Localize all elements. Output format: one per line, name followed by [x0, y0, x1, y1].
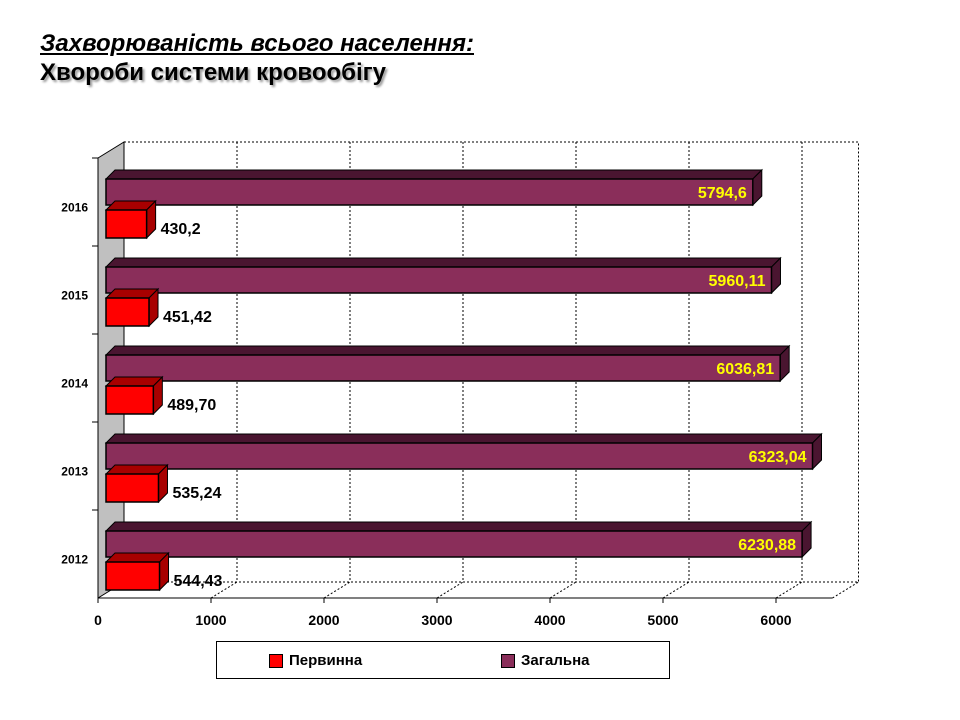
- x-tick-label-1000: 1000: [195, 612, 226, 628]
- floor-grid-line-5000: [662, 581, 690, 599]
- floor-grid-line-3000: [436, 581, 464, 599]
- legend-swatch-primary: [269, 653, 283, 668]
- x-tick-label-6000: 6000: [760, 612, 791, 628]
- data-label-primary-2016: 430,2: [161, 221, 201, 238]
- legend-label-primary: Первинна: [289, 652, 363, 669]
- bar-total-2016: [104, 168, 763, 207]
- floor-grid-line-1000: [210, 581, 238, 599]
- legend-item-total: Загальна: [501, 652, 589, 669]
- bar-primary-2012: [104, 551, 170, 592]
- x-tick-label-3000: 3000: [421, 612, 452, 628]
- bar-total-2013: [104, 432, 823, 471]
- data-label-total-2015: 5960,11: [709, 273, 766, 290]
- x-tick-label-5000: 5000: [647, 612, 678, 628]
- floor-right-edge: [832, 581, 859, 599]
- legend-item-primary: Первинна: [269, 652, 362, 669]
- y-tick-label-2015: 2015: [61, 288, 88, 302]
- x-tick-label-4000: 4000: [534, 612, 565, 628]
- chart-subtitle: Хвороби системи кровообігу: [40, 59, 387, 86]
- y-tick-label-2012: 2012: [61, 552, 88, 566]
- data-label-primary-2013: 535,24: [172, 485, 221, 502]
- chart-title: Захворюваність всього населення:: [40, 30, 474, 57]
- floor-grid-line-2000: [323, 581, 351, 599]
- bar-total-2014: [104, 344, 791, 383]
- bar-primary-2015: [104, 287, 160, 328]
- legend: Первинна Загальна: [216, 641, 670, 679]
- bar-primary-2014: [104, 375, 164, 416]
- y-tick-label-2014: 2014: [61, 376, 88, 390]
- data-label-total-2012: 6230,88: [738, 537, 796, 554]
- x-tick-label-0: 0: [94, 612, 102, 628]
- bar-primary-2016: [104, 199, 157, 240]
- floor-grid-line-6000: [775, 581, 803, 599]
- floor-grid-line-4000: [549, 581, 577, 599]
- data-label-total-2013: 6323,04: [749, 449, 807, 466]
- data-label-primary-2012: 544,43: [174, 573, 223, 590]
- data-label-total-2014: 6036,81: [716, 361, 774, 378]
- legend-label-total: Загальна: [521, 652, 590, 669]
- y-tick-label-2016: 2016: [61, 200, 88, 214]
- bar-total-2015: [104, 256, 782, 295]
- data-label-total-2016: 5794,6: [698, 185, 747, 202]
- title-block: Захворюваність всього населення: Хвороби…: [40, 30, 474, 88]
- legend-swatch-total: [501, 653, 515, 668]
- y-tick-label-2013: 2013: [61, 464, 88, 478]
- bar-total-2012: [104, 520, 813, 559]
- data-label-primary-2015: 451,42: [163, 309, 212, 326]
- bar-primary-2013: [104, 463, 169, 504]
- data-label-primary-2014: 489,70: [167, 397, 216, 414]
- x-tick-label-2000: 2000: [308, 612, 339, 628]
